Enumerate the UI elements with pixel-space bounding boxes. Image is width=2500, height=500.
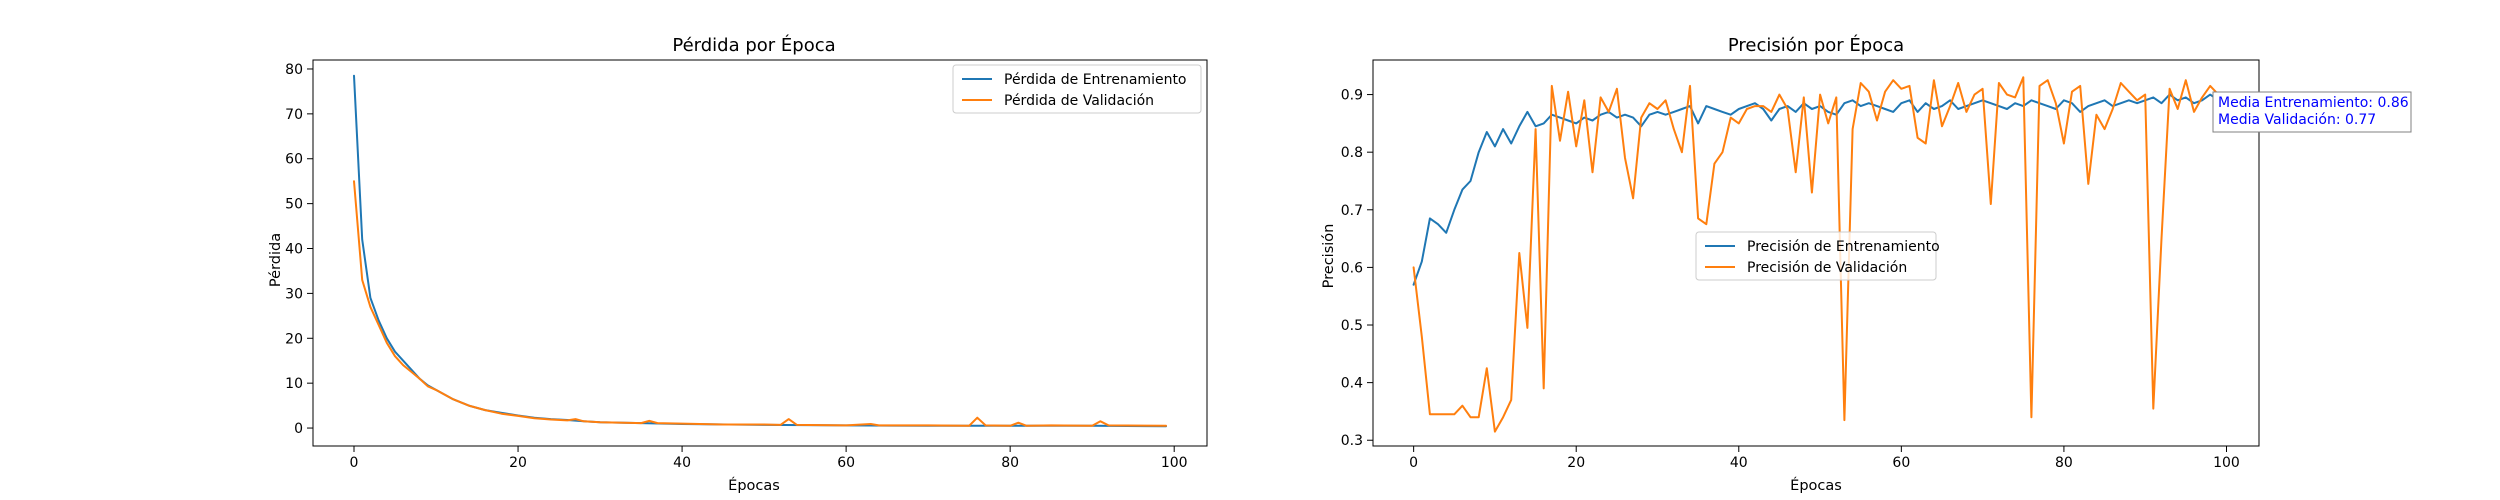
loss-chart-legend: Pérdida de Entrenamiento Pérdida de Vali… (952, 64, 1202, 114)
series-line-1 (353, 180, 1167, 427)
loss-chart-frame (312, 59, 1208, 447)
annotation-val-mean: Media Validación: 0.77 (2218, 112, 2376, 128)
accuracy-legend-box (1695, 231, 1937, 281)
y-tick-label: 0.4 (1341, 376, 1363, 392)
y-tick-label: 0.7 (1341, 203, 1363, 219)
annotation-train-mean: Media Entrenamiento: 0.86 (2218, 95, 2409, 111)
y-tick-label: 50 (285, 197, 303, 213)
loss-chart-lines (353, 74, 1167, 428)
loss-chart: Pérdida por Época Épocas Pérdida 0 20 40 60… (268, 34, 1208, 494)
loss-legend-val-label: Pérdida de Validación (1004, 93, 1154, 109)
x-tick-label: 20 (1567, 455, 1585, 471)
series-line-0 (353, 74, 1167, 428)
accuracy-chart-legend: Precisión de Entrenamiento Precisión de … (1695, 231, 1940, 281)
y-tick-label: 0.6 (1341, 260, 1363, 276)
x-tick-label: 60 (1892, 455, 1910, 471)
accuracy-chart-ticks: 0 20 40 60 80 100 0.3 0.4 0.5 0.6 0.7 0.8 0.9 (1341, 88, 2240, 471)
y-tick-label: 0.3 (1341, 433, 1363, 449)
y-tick-label: 0.8 (1341, 145, 1363, 161)
loss-chart-xlabel: Épocas (728, 477, 780, 494)
x-tick-label: 40 (1730, 455, 1748, 471)
x-tick-label: 20 (509, 455, 527, 471)
accuracy-chart-lines (1412, 76, 2220, 433)
x-tick-label: 40 (673, 455, 691, 471)
y-tick-label: 10 (285, 376, 303, 392)
x-tick-label: 100 (1161, 455, 1188, 471)
loss-chart-ylabel: Pérdida (268, 233, 284, 287)
loss-legend-train-label: Pérdida de Entrenamiento (1004, 72, 1187, 88)
y-tick-label: 20 (285, 331, 303, 347)
y-tick-label: 80 (285, 62, 303, 78)
accuracy-chart-frame (1372, 59, 2260, 447)
x-tick-label: 0 (1409, 455, 1418, 471)
accuracy-chart-title: Precisión por Época (1728, 34, 1904, 56)
accuracy-chart-xlabel: Épocas (1790, 477, 1842, 494)
annotation-box (2212, 91, 2412, 133)
y-tick-label: 40 (285, 242, 303, 258)
x-tick-label: 100 (2213, 455, 2240, 471)
loss-chart-title: Pérdida por Época (672, 34, 835, 56)
accuracy-legend-val-label: Precisión de Validación (1747, 260, 1907, 276)
accuracy-mean-annotation: Media Entrenamiento: 0.86 Media Validaci… (2212, 91, 2412, 133)
y-tick-label: 0.9 (1341, 88, 1363, 104)
x-tick-label: 0 (350, 455, 359, 471)
accuracy-legend-train-label: Precisión de Entrenamiento (1747, 239, 1940, 255)
x-tick-label: 80 (2055, 455, 2073, 471)
accuracy-chart: Precisión por Época Épocas Precisión 0 20… (1321, 34, 2412, 494)
series-line-1 (1412, 76, 2220, 433)
y-tick-label: 0 (294, 421, 303, 437)
loss-chart-ticks: 0 20 40 60 80 100 0 10 20 30 40 50 60 70 80 (285, 62, 1187, 471)
series-line-0 (1412, 93, 2220, 286)
y-tick-label: 0.5 (1341, 318, 1363, 334)
x-tick-label: 80 (1001, 455, 1019, 471)
y-tick-label: 60 (285, 152, 303, 168)
x-tick-label: 60 (837, 455, 855, 471)
accuracy-chart-ylabel: Precisión (1321, 224, 1337, 289)
loss-legend-box (952, 64, 1202, 114)
y-tick-label: 70 (285, 107, 303, 123)
y-tick-label: 30 (285, 286, 303, 302)
